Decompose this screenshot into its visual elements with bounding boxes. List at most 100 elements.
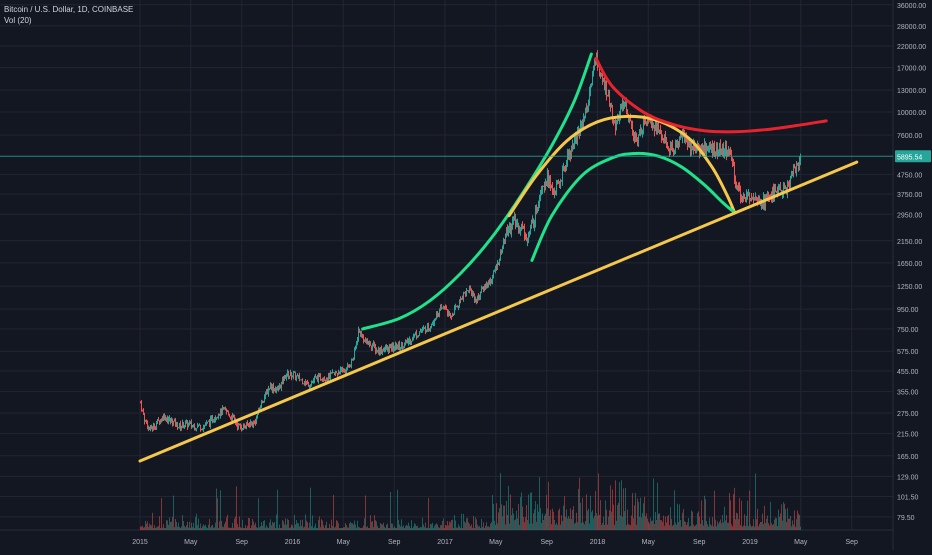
- volume-bar: [428, 497, 429, 530]
- volume-bar: [694, 526, 695, 530]
- volume-bar: [280, 528, 281, 530]
- volume-bar: [670, 507, 671, 530]
- volume-bar: [295, 524, 296, 530]
- green-arc-line[interactable]: [530, 151, 735, 262]
- volume-bar: [763, 524, 764, 530]
- volume-bar: [308, 527, 309, 530]
- volume-bar: [283, 521, 284, 530]
- x-tick-label: 2018: [590, 539, 606, 546]
- volume-bar: [229, 527, 230, 530]
- volume-bar: [352, 523, 353, 530]
- volume-bar: [330, 528, 331, 530]
- volume-bar: [248, 517, 249, 530]
- yellow-trendline-line[interactable]: [138, 160, 859, 463]
- volume-bar: [306, 520, 307, 530]
- y-tick-label: 355.00: [897, 390, 919, 397]
- volume-bar: [509, 523, 510, 530]
- volume-bar: [514, 520, 515, 530]
- volume-bar: [367, 526, 368, 530]
- volume-bar: [700, 523, 701, 530]
- volume-bar: [715, 519, 716, 530]
- volume-bar: [640, 497, 641, 530]
- volume-bar: [765, 522, 766, 530]
- volume-bar: [252, 518, 253, 530]
- volume-bar: [518, 503, 519, 530]
- volume-bar: [750, 524, 751, 530]
- x-tick-label: Sep: [540, 539, 553, 546]
- volume-bar: [263, 521, 264, 530]
- volume-bar: [364, 518, 365, 530]
- volume-bar: [372, 521, 373, 530]
- volume-bar: [359, 527, 360, 530]
- volume-indicator-label[interactable]: Vol (20): [4, 16, 32, 25]
- x-tick-label: Sep: [693, 539, 706, 546]
- volume-bar: [493, 503, 494, 530]
- volume-bar: [298, 523, 299, 530]
- y-tick-label: 17000.00: [897, 66, 926, 73]
- volume-bar: [245, 525, 246, 530]
- volume-bar: [489, 527, 490, 530]
- volume-bar: [341, 528, 342, 530]
- volume-bar: [540, 508, 541, 530]
- volume-bar: [565, 516, 566, 530]
- volume-bar: [704, 495, 705, 530]
- volume-bar: [779, 516, 780, 530]
- volume-bar: [675, 522, 676, 530]
- volume-bar: [594, 515, 595, 530]
- x-tick-label: May: [184, 539, 198, 546]
- red-curve-line[interactable]: [594, 56, 828, 134]
- current-price-label: 5895.54: [897, 154, 922, 161]
- symbol-title[interactable]: Bitcoin / U.S. Dollar, 1D, COINBASE: [4, 5, 134, 14]
- volume-bar: [782, 520, 783, 530]
- volume-bar: [543, 519, 544, 530]
- volume-bar: [799, 515, 800, 530]
- volume-bar: [237, 523, 238, 530]
- volume-bar: [577, 522, 578, 530]
- volume-bar: [606, 509, 607, 530]
- volume-bar: [328, 528, 329, 530]
- volume-bar: [656, 519, 657, 530]
- volume-bar: [213, 527, 214, 530]
- volume-bar: [161, 498, 162, 530]
- volume-bar: [497, 523, 498, 530]
- volume-bar: [521, 492, 522, 530]
- volume-bar: [777, 526, 778, 530]
- volume-bar: [488, 526, 489, 530]
- volume-bar: [192, 527, 193, 530]
- volume-bar: [246, 527, 247, 530]
- volume-bar: [157, 526, 158, 530]
- volume-bar: [294, 514, 295, 530]
- price-axis[interactable]: 36000.00 28000.00 22000.00 17000.00 13000.00…: [895, 3, 931, 522]
- volume-bar: [599, 514, 600, 530]
- volume-bar: [556, 522, 557, 530]
- volume-bar: [189, 521, 190, 530]
- volume-bar: [553, 511, 554, 530]
- y-tick-label: 575.00: [897, 349, 919, 356]
- time-axis[interactable]: 2015 May Sep 2016 May Sep 2017 May Sep 2018 May Sep…: [132, 539, 858, 546]
- volume-bar: [618, 502, 619, 530]
- volume-bar: [764, 505, 765, 530]
- volume-bar: [674, 490, 675, 530]
- volume-bar: [762, 513, 763, 530]
- volume-bar: [425, 522, 426, 530]
- volume-bar: [703, 525, 704, 530]
- volume-bar: [781, 504, 782, 530]
- volume-bar: [357, 520, 358, 530]
- y-tick-label: 1650.00: [897, 261, 922, 268]
- volume-bar: [396, 528, 397, 530]
- volume-bar: [742, 526, 743, 530]
- volume-bar: [527, 519, 528, 530]
- volume-bar: [183, 521, 184, 530]
- volume-bar: [259, 527, 260, 530]
- volume-bar: [515, 519, 516, 530]
- volume-bar: [244, 528, 245, 530]
- volume-bar: [605, 500, 606, 530]
- volume-bar: [740, 525, 741, 530]
- volume-bar: [282, 519, 283, 530]
- green-parabolic-rise-line[interactable]: [361, 52, 593, 331]
- volume-bar: [528, 494, 529, 530]
- volume-bar: [432, 522, 433, 530]
- volume-bar: [554, 519, 555, 530]
